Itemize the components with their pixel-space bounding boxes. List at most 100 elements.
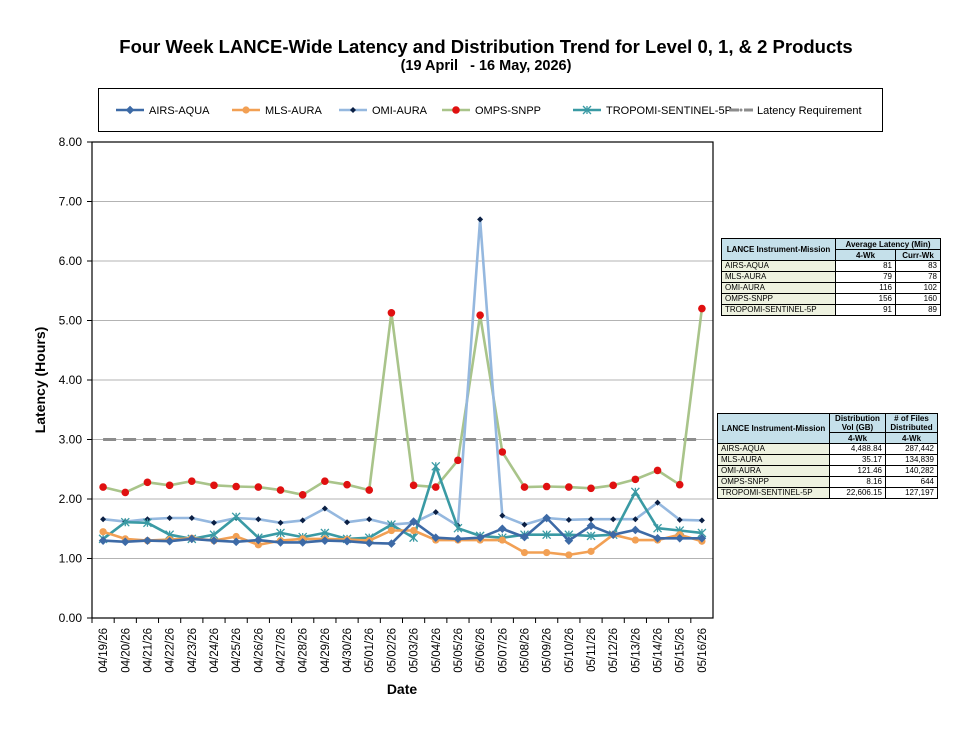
series-airs-aqua: [98, 513, 707, 548]
y-tick-label: 0.00: [59, 611, 83, 625]
x-tick-label: 05/05/26: [453, 628, 465, 673]
data-point: [698, 304, 706, 313]
x-tick-label: 04/23/26: [187, 628, 199, 673]
y-tick-label: 3.00: [59, 433, 83, 447]
latency-cell-v2: 102: [895, 282, 941, 294]
data-point: [366, 516, 373, 523]
data-point: [187, 534, 197, 544]
x-tick-label: 05/04/26: [431, 628, 443, 673]
data-point: [387, 539, 396, 548]
x-tick-label: 05/15/26: [675, 628, 687, 673]
x-tick-label: 05/02/26: [386, 628, 398, 673]
dist-cell-v2: 644: [885, 476, 938, 488]
x-tick-label: 04/19/26: [98, 628, 110, 673]
data-point: [387, 526, 396, 535]
data-point: [254, 541, 262, 549]
dist-cell-name: MLS-AURA: [717, 454, 830, 466]
data-point: [99, 483, 107, 491]
x-tick-label: 04/21/26: [142, 628, 154, 673]
data-point: [143, 478, 152, 487]
data-point: [242, 106, 250, 114]
data-point: [121, 488, 130, 497]
x-tick-label: 05/12/26: [608, 628, 620, 673]
legend-label: OMPS-SNPP: [475, 105, 541, 117]
data-point: [675, 480, 684, 489]
dist-cell-v2: 287,442: [885, 443, 938, 455]
data-point: [409, 526, 418, 535]
dist-header-mission: LANCE Instrument-Mission: [717, 413, 830, 444]
data-point: [543, 548, 551, 557]
dist-subheader-volume: 4-Wk: [829, 432, 886, 444]
x-tick-label: 04/20/26: [120, 628, 132, 673]
series-line: [102, 464, 703, 541]
data-point: [632, 516, 639, 523]
latency-cell-name: OMPS-SNPP: [721, 293, 836, 305]
data-point: [564, 536, 574, 545]
data-point: [653, 533, 662, 543]
latency-cell-v1: 91: [835, 304, 896, 316]
legend-label: Latency Requirement: [757, 105, 862, 117]
data-point: [254, 535, 263, 545]
data-point: [499, 512, 506, 519]
data-point: [231, 512, 241, 522]
data-point: [588, 516, 595, 523]
series-line: [102, 308, 704, 497]
legend-swatch-dot: [739, 108, 743, 112]
data-point: [454, 456, 462, 465]
data-point: [125, 105, 135, 115]
latency-cell-v1: 116: [835, 282, 896, 294]
data-point: [630, 487, 640, 497]
legend-entry: Latency Requirement: [729, 105, 862, 117]
data-point: [142, 518, 152, 528]
legend-entry: OMPS-SNPP: [442, 105, 541, 117]
data-point: [586, 521, 596, 531]
data-point: [565, 516, 572, 523]
legend-svg: AIRS-AQUA MLS-AURA OMI-AURA OMPS-SNPP TROPOM…: [116, 105, 862, 117]
data-point: [166, 515, 173, 522]
dist-row: MLS-AURA 35.17 134,839: [717, 454, 938, 466]
data-point: [520, 483, 529, 491]
data-point: [631, 536, 639, 544]
latency-cell-v2: 78: [895, 271, 941, 283]
latency-header-mission: LANCE Instrument-Mission: [721, 238, 836, 261]
data-point: [350, 107, 356, 113]
legend-entry: TROPOMI-SENTINEL-5P: [573, 105, 732, 117]
data-point: [365, 486, 374, 494]
data-point: [321, 505, 328, 512]
data-point: [431, 483, 440, 491]
data-point: [231, 537, 241, 547]
y-tick-label: 2.00: [59, 492, 83, 506]
x-tick-label: 04/22/26: [165, 628, 177, 673]
latency-cell-v2: 89: [895, 304, 941, 316]
data-point: [298, 538, 308, 547]
latency-cell-v2: 83: [895, 260, 941, 272]
data-point: [320, 536, 330, 545]
dist-header-files: # of Files Distributed: [885, 413, 938, 433]
data-point: [520, 548, 529, 557]
y-tick-label: 5.00: [59, 314, 83, 328]
latency-cell-v1: 156: [835, 293, 896, 305]
gridlines: [92, 201, 713, 559]
data-point: [432, 509, 439, 516]
legend: AIRS-AQUA MLS-AURA OMI-AURA OMPS-SNPP TROPOM…: [98, 88, 883, 132]
distribution-table: LANCE Instrument-Mission Distribution Vo…: [717, 413, 938, 499]
legend-label: OMI-AURA: [372, 105, 428, 117]
latency-cell-name: OMI-AURA: [721, 282, 836, 294]
axes: 0.00 1.00 2.00 3.00 4.00 5.00 6.00 7.00 8.00 04/1…: [59, 135, 714, 673]
data-point: [100, 516, 107, 523]
x-tick-label: 04/29/26: [320, 628, 332, 673]
dist-cell-v1: 4,488.84: [829, 443, 886, 455]
latency-cell-v2: 160: [895, 293, 941, 305]
data-point: [631, 525, 640, 535]
x-tick-label: 05/07/26: [497, 628, 509, 673]
x-tick-label: 04/27/26: [276, 628, 288, 673]
latency-row: OMI-AURA 116 102: [721, 282, 941, 294]
dist-subheader-files: 4-Wk: [885, 432, 938, 444]
data-point: [653, 523, 663, 533]
data-point: [452, 106, 460, 114]
data-point: [344, 519, 351, 526]
data-point: [342, 536, 352, 546]
x-tick-label: 05/16/26: [697, 628, 709, 673]
data-point: [586, 531, 596, 541]
